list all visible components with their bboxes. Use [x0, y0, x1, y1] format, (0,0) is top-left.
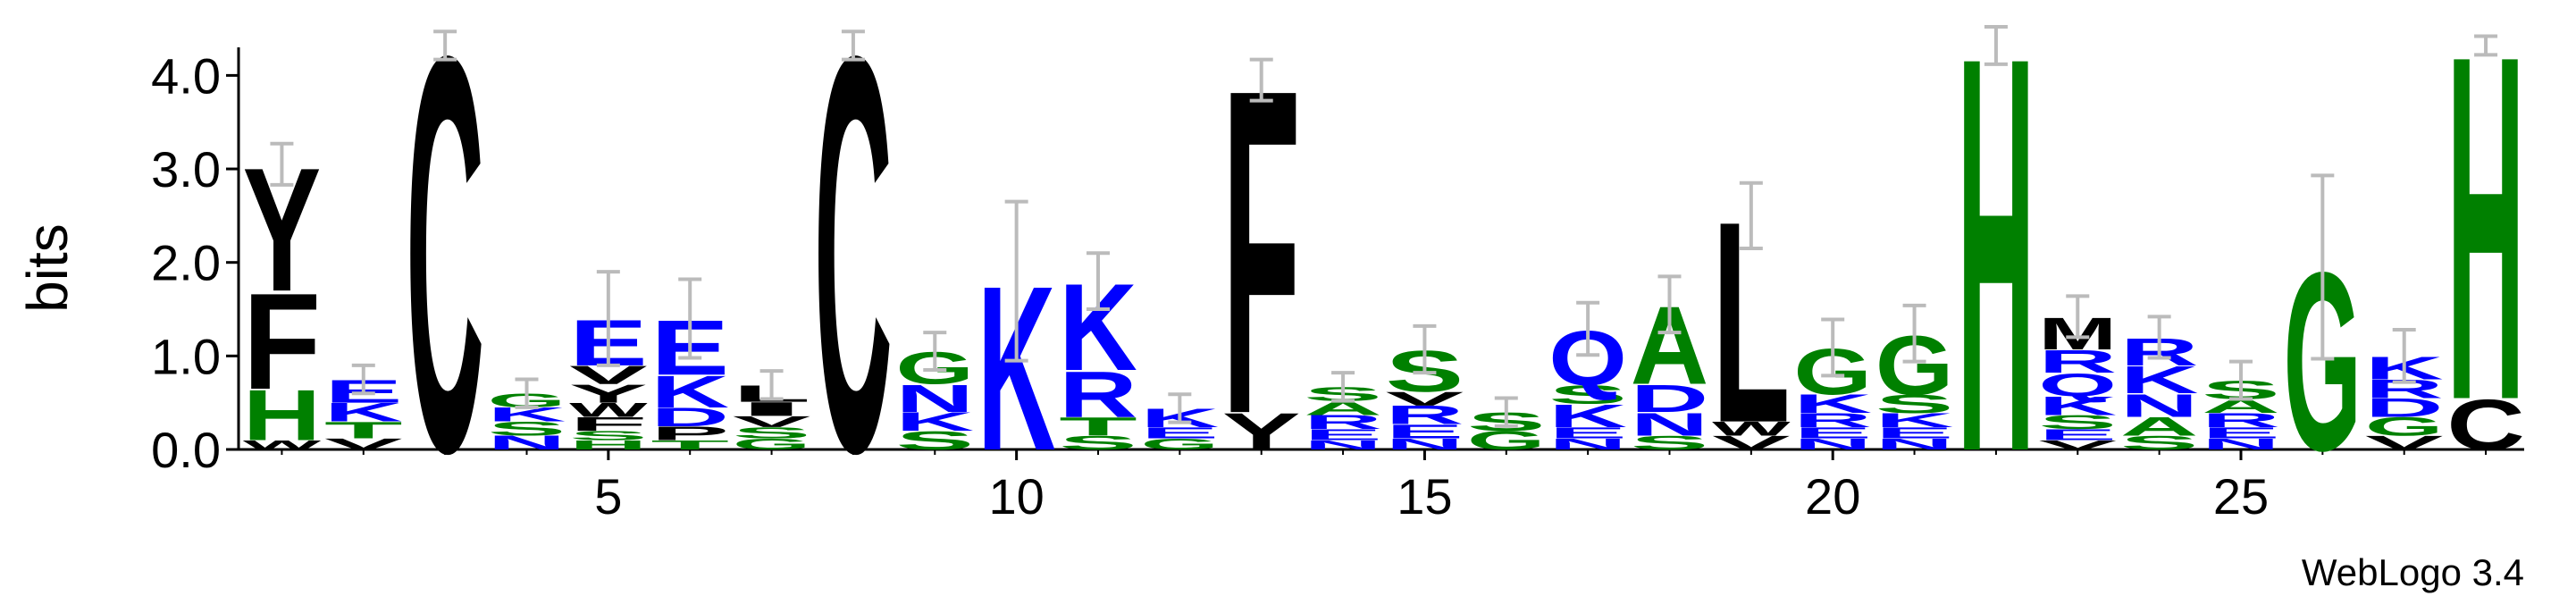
logo-letter: N — [1548, 435, 1627, 453]
logo-letter: K — [2120, 358, 2199, 402]
logo-letter: N — [895, 377, 974, 421]
logo-letter: R — [1059, 358, 1137, 432]
logo-letter: N — [1631, 407, 1709, 443]
logo-letter: Y — [1222, 402, 1301, 461]
logo-letter: F — [243, 265, 322, 418]
logo-letter: E — [1386, 421, 1464, 442]
logo-letter: N — [2120, 388, 2199, 424]
logo-letter: E — [2202, 424, 2280, 442]
logo-letter: V — [324, 435, 403, 453]
x-tick-label: 25 — [2213, 468, 2269, 525]
logo-letter: H — [2446, 0, 2525, 503]
logo-letter: R — [1304, 411, 1382, 432]
logo-letter: F — [569, 413, 648, 435]
logo-letter: H — [569, 438, 648, 452]
logo-letter: K — [1875, 409, 1954, 431]
logo-letter: D — [1631, 377, 1709, 421]
logo-letter: K — [324, 398, 403, 427]
logo-letter: N — [2202, 435, 2280, 453]
logo-letter: N — [1386, 435, 1464, 453]
logo-letter: D — [650, 402, 729, 432]
logo-letter: H — [1957, 0, 2035, 570]
logo-letter: S — [2120, 432, 2199, 453]
logo-letter: C — [2446, 384, 2525, 465]
logo-letter: V — [1386, 388, 1464, 409]
logo-letter: I — [733, 399, 811, 420]
logo-letter: Q — [2038, 366, 2117, 403]
logo-letter: H — [243, 375, 322, 456]
logo-letter: S — [1875, 390, 1954, 419]
y-tick-label: 4.0 — [151, 47, 221, 104]
logo-letter: D — [2365, 393, 2444, 423]
logo-letter: R — [2038, 344, 2117, 381]
logo-letter: N — [1793, 435, 1872, 453]
logo-letter: G — [1467, 426, 1546, 456]
logo-letter: S — [733, 424, 811, 442]
logo-letter: P — [650, 423, 729, 444]
logo-letter: G — [2365, 412, 2444, 441]
logo-letter: G — [733, 435, 811, 453]
logo-letter: W — [569, 399, 648, 421]
logo-letter: T — [1059, 412, 1137, 441]
y-axis-label: bits — [15, 223, 80, 313]
logo-letter: V — [2365, 432, 2444, 453]
logo-letter: E — [1793, 424, 1872, 442]
logo-letter: V — [1712, 432, 1791, 453]
logo-letter: K — [1793, 390, 1872, 419]
logo-letter: E — [1140, 424, 1219, 442]
y-tick-label: 2.0 — [151, 235, 221, 291]
logo-letter: K — [895, 407, 974, 437]
logo-letter: R — [2202, 409, 2280, 431]
logo-letter: W — [1712, 418, 1791, 440]
logo-letter: N — [1304, 438, 1382, 452]
logo-letter: E — [1304, 426, 1382, 444]
logo-letter: N — [488, 432, 566, 453]
logo-letter: A — [2120, 412, 2199, 441]
logo-letter: E — [2038, 426, 2117, 444]
logo-letter: S — [1631, 432, 1709, 453]
logo-letter: W — [243, 438, 322, 452]
x-tick-label: 10 — [988, 468, 1044, 525]
logo-letter: S — [1548, 381, 1627, 410]
logo-letter: K — [650, 366, 729, 417]
logo-letter: R — [1793, 409, 1872, 431]
logo-letter: S — [1059, 432, 1137, 453]
logo-letter: T — [324, 417, 403, 443]
x-tick-label: 5 — [594, 468, 622, 525]
logo-letter: E — [1548, 424, 1627, 442]
logo-letter: N — [1875, 435, 1954, 453]
logo-letter: C — [814, 0, 893, 570]
logo-letter: K — [2038, 391, 2117, 421]
y-tick-label: 1.0 — [151, 328, 221, 384]
logo-letter: T — [650, 438, 729, 452]
x-tick-label: 15 — [1397, 468, 1452, 525]
logo-letter: S — [488, 418, 566, 440]
logo-letter: R — [1386, 400, 1464, 430]
logo-letter: Y — [569, 380, 648, 409]
logo-letter: S — [895, 426, 974, 456]
logo-letter: S — [569, 428, 648, 442]
y-tick-label: 3.0 — [151, 141, 221, 197]
logo-letter: C — [406, 0, 484, 570]
x-tick-label: 20 — [1805, 468, 1860, 525]
logo-letter: V — [2038, 438, 2117, 452]
footer: WebLogo 3.4 — [2302, 551, 2524, 593]
logo-letter: S — [2038, 411, 2117, 432]
y-tick-label: 0.0 — [151, 422, 221, 478]
logo-letter: G — [1140, 435, 1219, 453]
logo-letter: K — [1548, 398, 1627, 434]
logo-letter: E — [1875, 424, 1954, 442]
logo-letter: V — [733, 413, 811, 431]
